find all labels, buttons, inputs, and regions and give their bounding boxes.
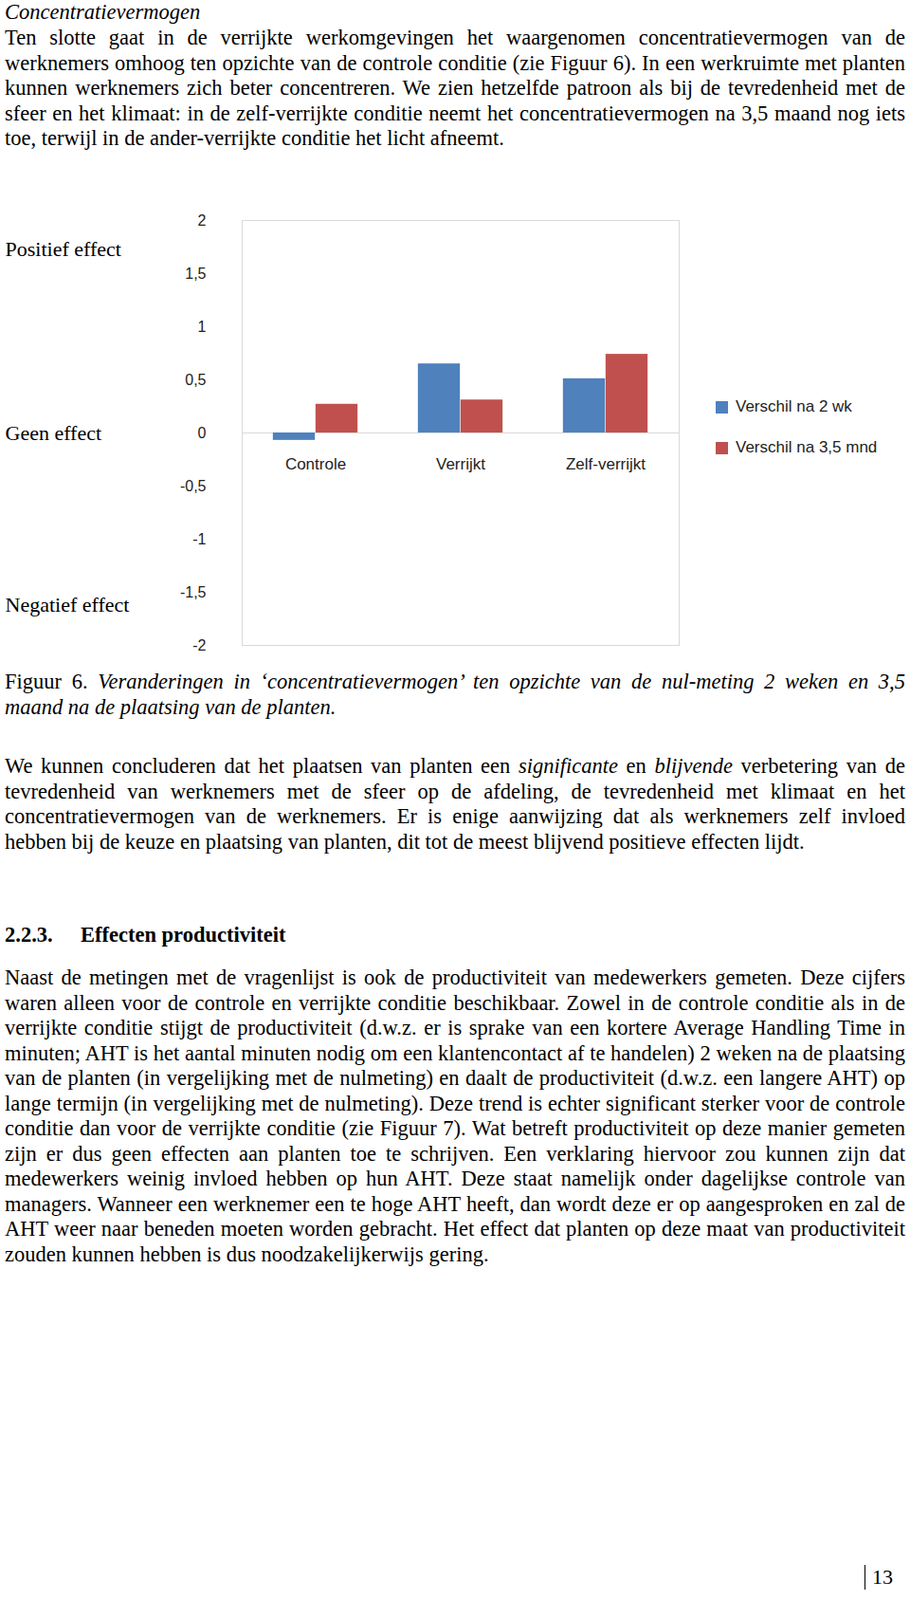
svg-text:0,5: 0,5: [184, 371, 206, 388]
html-text:Figuur 6. Veranderingen in ‘co: Figuur 6. Veranderingen in ‘concentratie…: [4, 669, 906, 719]
svg-text:1: 1: [198, 318, 207, 335]
svg-text:0: 0: [198, 424, 207, 441]
html-text:2.2.3.: 2.2.3.: [4, 922, 53, 947]
html-text:Naast de metingen met de vrage: Naast de metingen met de vragenlijst is …: [4, 964, 906, 1265]
svg-text:-2: -2: [192, 637, 206, 654]
html-text:13: 13: [872, 1564, 893, 1588]
svg-text:Positief effect: Positief effect: [5, 236, 122, 261]
html-text:Concentratievermogen: Concentratievermogen: [4, 0, 201, 24]
html-text:We kunnen concluderen dat het: We kunnen concluderen dat het plaatsen v…: [4, 753, 906, 853]
html-text:Effecten productiviteit: Effecten productiviteit: [80, 922, 286, 947]
svg-text:1,5: 1,5: [184, 265, 206, 282]
html-text:Verschil na 3,5 mnd: Verschil na 3,5 mnd: [735, 437, 878, 456]
svg-text:-0,5: -0,5: [180, 477, 207, 494]
svg-text:Geen effect: Geen effect: [5, 420, 103, 445]
svg-text:Verrijkt: Verrijkt: [436, 455, 486, 474]
svg-text:-1,5: -1,5: [180, 583, 207, 601]
html-text:Verschil na 2 wk: Verschil na 2 wk: [735, 397, 852, 416]
svg-text:Controle: Controle: [285, 455, 346, 474]
svg-text:Zelf-verrijkt: Zelf-verrijkt: [565, 455, 646, 474]
svg-text:-1: -1: [192, 530, 206, 547]
svg-text:2: 2: [198, 212, 207, 229]
svg-text:Negatief effect: Negatief effect: [5, 592, 130, 617]
html-text:Ten slotte gaat in de verrijkt: Ten slotte gaat in de verrijkte werkomge…: [4, 25, 906, 150]
